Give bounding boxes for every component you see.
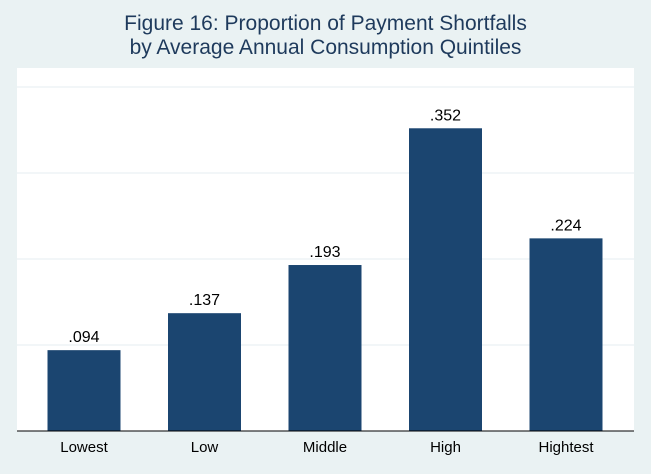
bar-value-label: .094 xyxy=(68,329,99,346)
x-tick-label: Lowest xyxy=(60,439,108,456)
bar-high xyxy=(409,128,482,431)
x-tick-label: Hightest xyxy=(538,439,594,456)
bar-value-label: .137 xyxy=(189,292,220,309)
chart-title: Figure 16: Proportion of Payment Shortfa… xyxy=(0,12,651,60)
x-tick-label: Middle xyxy=(303,439,347,456)
chart-title-line-1: Figure 16: Proportion of Payment Shortfa… xyxy=(124,12,527,35)
bar-value-label: .224 xyxy=(550,217,581,234)
bars xyxy=(47,128,603,431)
x-tick-labels: Lowest Low Middle High Hightest xyxy=(60,439,594,456)
bar-lowest xyxy=(47,350,121,431)
bar-low xyxy=(168,313,241,431)
chart-title-line-2: by Average Annual Consumption Quintiles xyxy=(129,36,522,59)
x-tick-label: Low xyxy=(191,439,219,456)
bar-value-label: .193 xyxy=(309,244,340,261)
bar-value-label: .352 xyxy=(430,107,461,124)
x-tick-label: High xyxy=(430,439,461,456)
bar-value-labels: .094 .137 .193 .352 .224 xyxy=(68,107,581,346)
bar-middle xyxy=(288,265,362,431)
bar-hightest xyxy=(529,238,603,431)
